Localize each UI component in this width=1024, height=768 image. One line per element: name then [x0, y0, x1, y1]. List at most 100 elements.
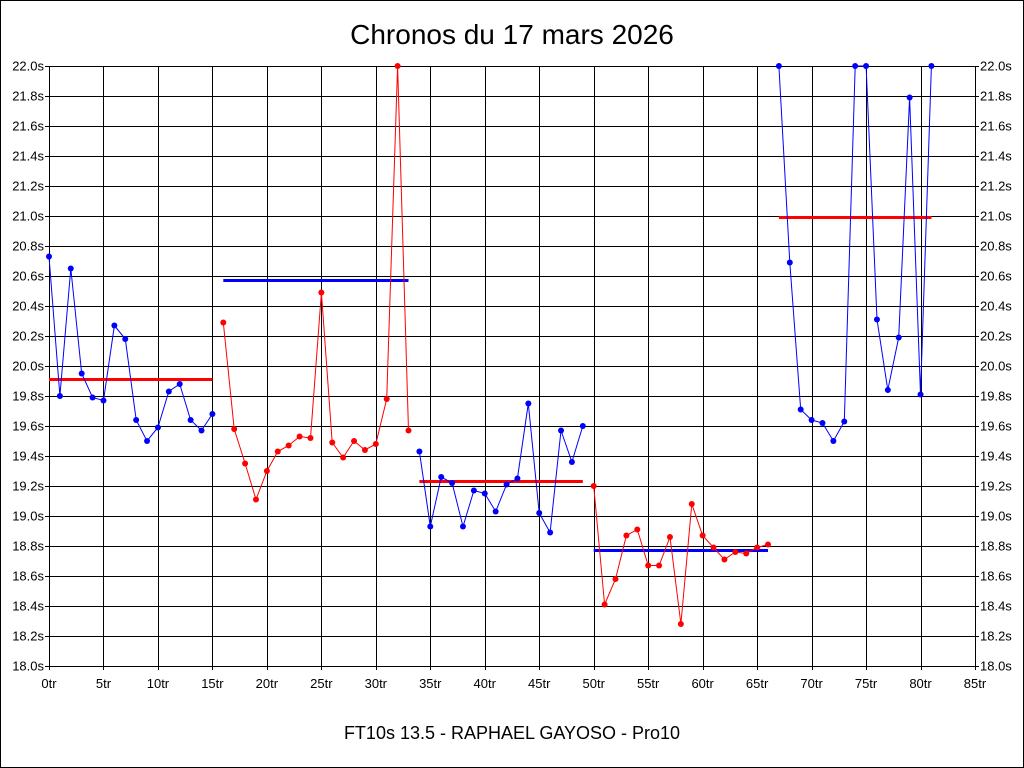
y-tick-label-right: 18.4s: [980, 599, 1012, 614]
data-point: [470, 487, 477, 494]
x-tick-label: 70tr: [800, 676, 823, 691]
y-tick-label-right: 21.4s: [980, 149, 1012, 164]
data-point: [721, 556, 728, 563]
data-point: [895, 334, 902, 341]
data-point: [394, 63, 401, 69]
series-5: [775, 63, 935, 444]
data-point: [340, 454, 347, 461]
data-point: [144, 438, 151, 444]
y-tick-label-left: 18.0s: [12, 659, 44, 674]
data-point: [405, 427, 412, 434]
data-point: [525, 400, 532, 407]
y-tick-label-left: 18.6s: [12, 569, 44, 584]
data-point: [438, 474, 445, 480]
y-axis-labels-right: 18.0s 18.2s 18.4s 18.6s 18.8s 19.0s 19.2s 19.4s…: [980, 59, 1012, 674]
data-point: [252, 496, 259, 503]
data-point: [754, 544, 761, 551]
data-point: [274, 448, 281, 455]
data-point: [775, 63, 782, 69]
data-point: [307, 435, 314, 441]
data-point: [459, 523, 466, 530]
data-point: [154, 424, 161, 431]
y-tick-label-left: 20.4s: [12, 299, 44, 314]
x-tick-label: 20tr: [256, 676, 279, 691]
data-point: [198, 427, 205, 434]
y-tick-label-right: 19.8s: [980, 389, 1012, 404]
data-point: [89, 394, 96, 401]
y-tick-label-right: 18.6s: [980, 569, 1012, 584]
y-tick-label-left: 19.4s: [12, 449, 44, 464]
data-point: [220, 319, 227, 326]
data-point: [699, 532, 706, 539]
data-point: [46, 253, 52, 260]
data-point: [78, 370, 85, 377]
y-tick-label-left: 18.8s: [12, 539, 44, 554]
y-tick-label-right: 19.2s: [980, 479, 1012, 494]
data-point: [841, 418, 848, 425]
y-tick-label-left: 21.6s: [12, 119, 44, 134]
y-tick-label-right: 21.2s: [980, 179, 1012, 194]
data-point: [263, 468, 270, 474]
y-tick-label-right: 20.8s: [980, 239, 1012, 254]
chart-footer: FT10s 13.5 - RAPHAEL GAYOSO - Pro10: [344, 723, 680, 743]
y-tick-label-left: 18.4s: [12, 599, 44, 614]
data-point: [765, 541, 772, 548]
data-point: [808, 417, 815, 423]
y-tick-label-left: 21.4s: [12, 149, 44, 164]
x-tick-label: 60tr: [691, 676, 714, 691]
data-point: [830, 438, 837, 444]
data-point: [111, 322, 118, 329]
data-point: [666, 534, 673, 540]
data-point: [634, 526, 641, 533]
x-tick-label: 0tr: [41, 676, 57, 691]
data-point: [383, 396, 390, 402]
data-point: [568, 459, 575, 465]
series-4: [590, 483, 772, 627]
series-line: [48, 256, 213, 442]
data-point: [688, 501, 695, 507]
x-tick-label: 10tr: [147, 676, 170, 691]
series-layer: [46, 63, 935, 627]
data-point: [492, 508, 499, 515]
y-tick-label-right: 19.4s: [980, 449, 1012, 464]
data-point: [165, 388, 172, 395]
y-tick-label-left: 19.0s: [12, 509, 44, 524]
data-point: [558, 427, 565, 434]
y-tick-label-right: 20.2s: [980, 329, 1012, 344]
tick-marks: [45, 66, 979, 670]
y-axis-labels-left: 18.0s 18.2s 18.4s 18.6s 18.8s 19.0s 19.2s 19.4s…: [12, 59, 44, 674]
x-tick-label: 50tr: [583, 676, 606, 691]
y-tick-label-left: 19.8s: [12, 389, 44, 404]
data-point: [372, 441, 379, 447]
x-tick-label: 80tr: [909, 676, 932, 691]
data-point: [536, 510, 543, 516]
x-tick-label: 15tr: [201, 676, 224, 691]
data-point: [852, 63, 859, 69]
y-tick-label-right: 19.0s: [980, 509, 1012, 524]
data-point: [928, 63, 935, 69]
y-tick-label-left: 21.0s: [12, 209, 44, 224]
y-tick-label-left: 20.2s: [12, 329, 44, 344]
chart-title: Chronos du 17 mars 2026: [350, 19, 674, 50]
y-tick-label-right: 21.0s: [980, 209, 1012, 224]
y-tick-label-left: 19.6s: [12, 419, 44, 434]
y-tick-label-left: 20.8s: [12, 239, 44, 254]
y-tick-label-right: 18.0s: [980, 659, 1012, 674]
data-point: [187, 417, 194, 423]
series-3: [416, 400, 586, 536]
x-tick-label: 30tr: [365, 676, 388, 691]
y-tick-label-right: 21.8s: [980, 89, 1012, 104]
grid: [49, 66, 976, 667]
y-tick-label-left: 20.0s: [12, 359, 44, 374]
data-point: [56, 393, 63, 399]
data-point: [863, 63, 870, 69]
data-point: [242, 460, 249, 467]
data-point: [503, 481, 510, 488]
x-axis-labels: 0tr 5tr 10tr 15tr 20tr 25tr 30tr 35tr 40tr 45tr 50…: [41, 676, 986, 691]
series-line: [418, 403, 584, 535]
series-2: [220, 63, 412, 503]
data-point: [231, 426, 238, 432]
data-point: [873, 316, 880, 323]
data-point: [329, 439, 336, 446]
